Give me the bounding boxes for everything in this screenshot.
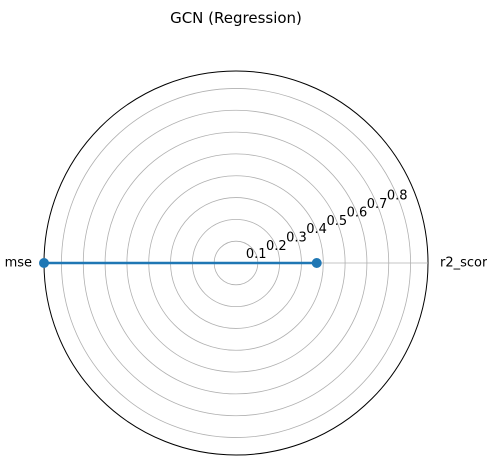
r-tick-label: 0.1 <box>246 247 267 262</box>
r-tick-label: 0.3 <box>286 230 307 245</box>
r-tick-label: 0.5 <box>326 214 347 229</box>
r-tick-label: 0.7 <box>367 197 388 212</box>
axis-label-r2_score: r2_score <box>440 256 487 271</box>
axis-label-mse: mse <box>5 256 32 271</box>
data-point-r2_score <box>311 258 322 268</box>
r-tick-label: 0.8 <box>387 189 408 204</box>
axis-labels: r2_score mse <box>5 256 487 271</box>
chart-title: GCN (Regression) <box>170 9 302 27</box>
r-tick-label: 0.4 <box>306 222 327 237</box>
data-point-mse <box>39 258 49 268</box>
series-layer <box>39 258 322 268</box>
r-tick-label: 0.2 <box>266 239 287 254</box>
radial-tick-labels: 0.10.20.30.40.50.60.70.8 <box>246 189 408 262</box>
r-tick-label: 0.6 <box>347 205 368 220</box>
